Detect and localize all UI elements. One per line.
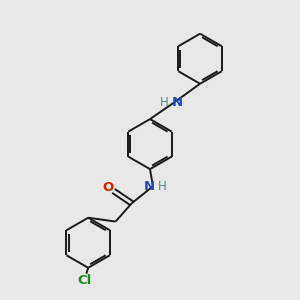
Text: H: H: [160, 96, 169, 109]
Text: O: O: [103, 182, 114, 194]
Text: N: N: [172, 96, 183, 109]
Text: N: N: [144, 180, 155, 193]
Text: Cl: Cl: [77, 274, 92, 286]
Text: H: H: [158, 180, 167, 193]
